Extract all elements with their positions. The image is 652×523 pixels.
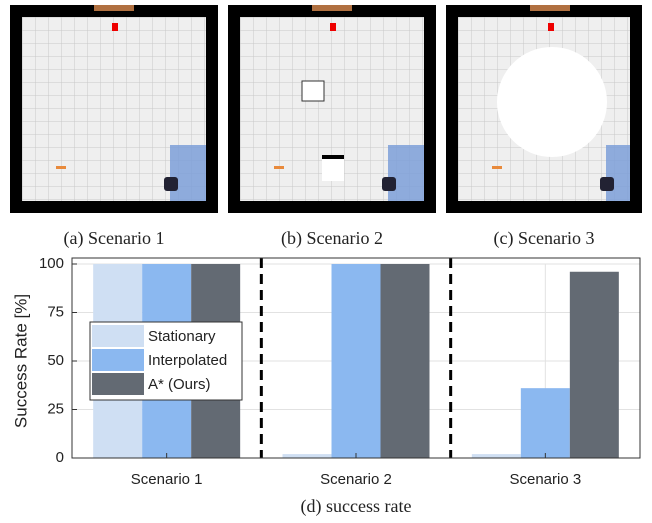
bar <box>331 264 381 458</box>
bar <box>471 454 521 458</box>
panel-caption: (a) Scenario 1 <box>64 228 165 249</box>
x-tick-label: Scenario 2 <box>320 471 392 488</box>
chart-caption: (d) success rate <box>301 496 412 517</box>
panel-caption: (c) Scenario 3 <box>494 228 595 249</box>
y-axis-label: Success Rate [%] <box>11 294 30 428</box>
scenario-image <box>228 5 436 213</box>
bar <box>380 264 430 458</box>
y-tick-label: 100 <box>39 255 64 272</box>
y-tick-label: 50 <box>47 352 64 369</box>
legend-swatch <box>92 325 144 347</box>
x-tick-label: Scenario 3 <box>509 471 581 488</box>
y-tick-label: 75 <box>47 303 64 320</box>
legend-label: Interpolated <box>148 352 227 369</box>
legend-swatch <box>92 349 144 371</box>
y-tick-label: 25 <box>47 400 64 417</box>
scenario-image <box>10 5 218 213</box>
scenario-image <box>446 5 642 213</box>
y-tick-label: 0 <box>56 449 64 466</box>
x-tick-label: Scenario 1 <box>131 471 203 488</box>
legend-label: Stationary <box>148 328 216 345</box>
axes-box <box>71 257 641 459</box>
bar <box>282 454 332 458</box>
plot: 0 25 50 75 100 Scenario 1 Scenario 2 Scenario 3… <box>39 255 641 488</box>
bar <box>569 271 619 458</box>
legend-label: A* (Ours) <box>148 376 211 393</box>
bar <box>520 388 570 458</box>
panel-caption: (b) Scenario 2 <box>281 228 383 249</box>
legend-swatch <box>92 373 144 395</box>
